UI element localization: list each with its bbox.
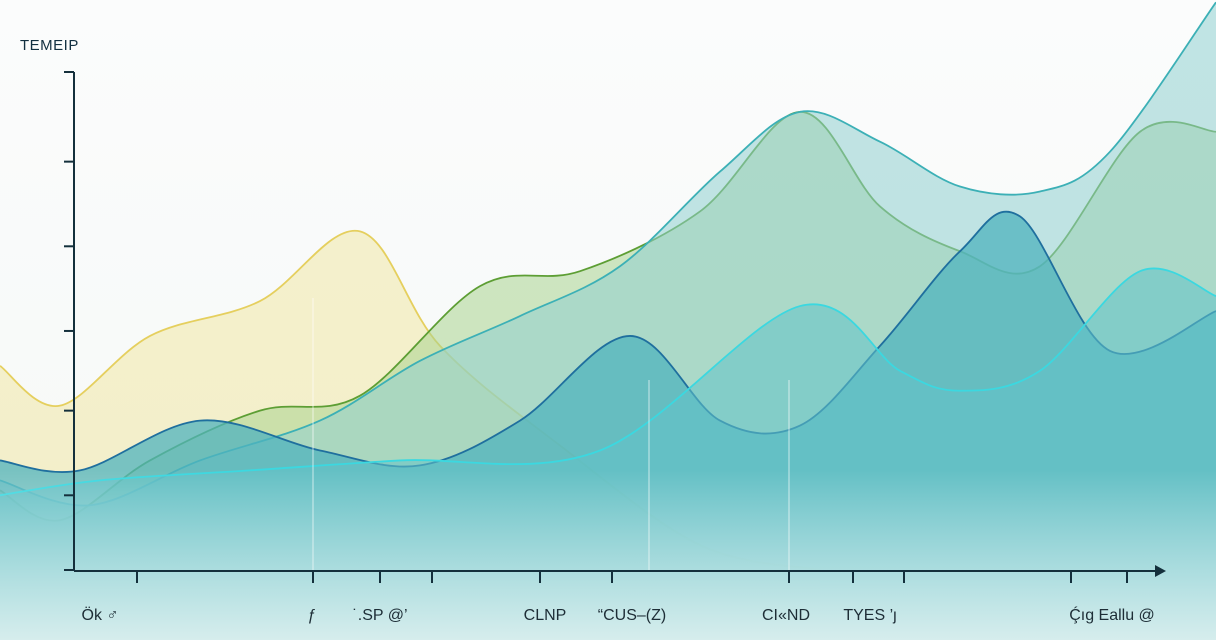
- x-tick-label-3: ˙.SP @’: [352, 607, 407, 624]
- x-tick-label-8: Ḉıg Eallu @: [1069, 605, 1155, 624]
- x-axis-arrow: [1155, 565, 1166, 577]
- axes-layer: [64, 71, 1166, 583]
- y-axis-title: TEMEIP: [20, 37, 79, 54]
- x-tick-label-1: Ök ♂: [82, 606, 119, 624]
- x-tick-label-5: “CUS–(Z): [598, 607, 666, 624]
- x-tick-label-7: TYES ’ȷ: [843, 607, 896, 624]
- x-tick-label-6: CI«ND: [762, 607, 810, 624]
- x-tick-label-4: CLNP: [524, 607, 567, 624]
- bottom-fade: [0, 470, 1216, 640]
- x-tick-labels: Ök ♂ ƒ ˙.SP @’ CLNP “CUS–(Z) CI«ND TYES ’ȷ Ḉıg…: [82, 605, 1155, 624]
- x-tick-label-2: ƒ: [308, 607, 317, 624]
- series-line-4: [0, 210, 1216, 473]
